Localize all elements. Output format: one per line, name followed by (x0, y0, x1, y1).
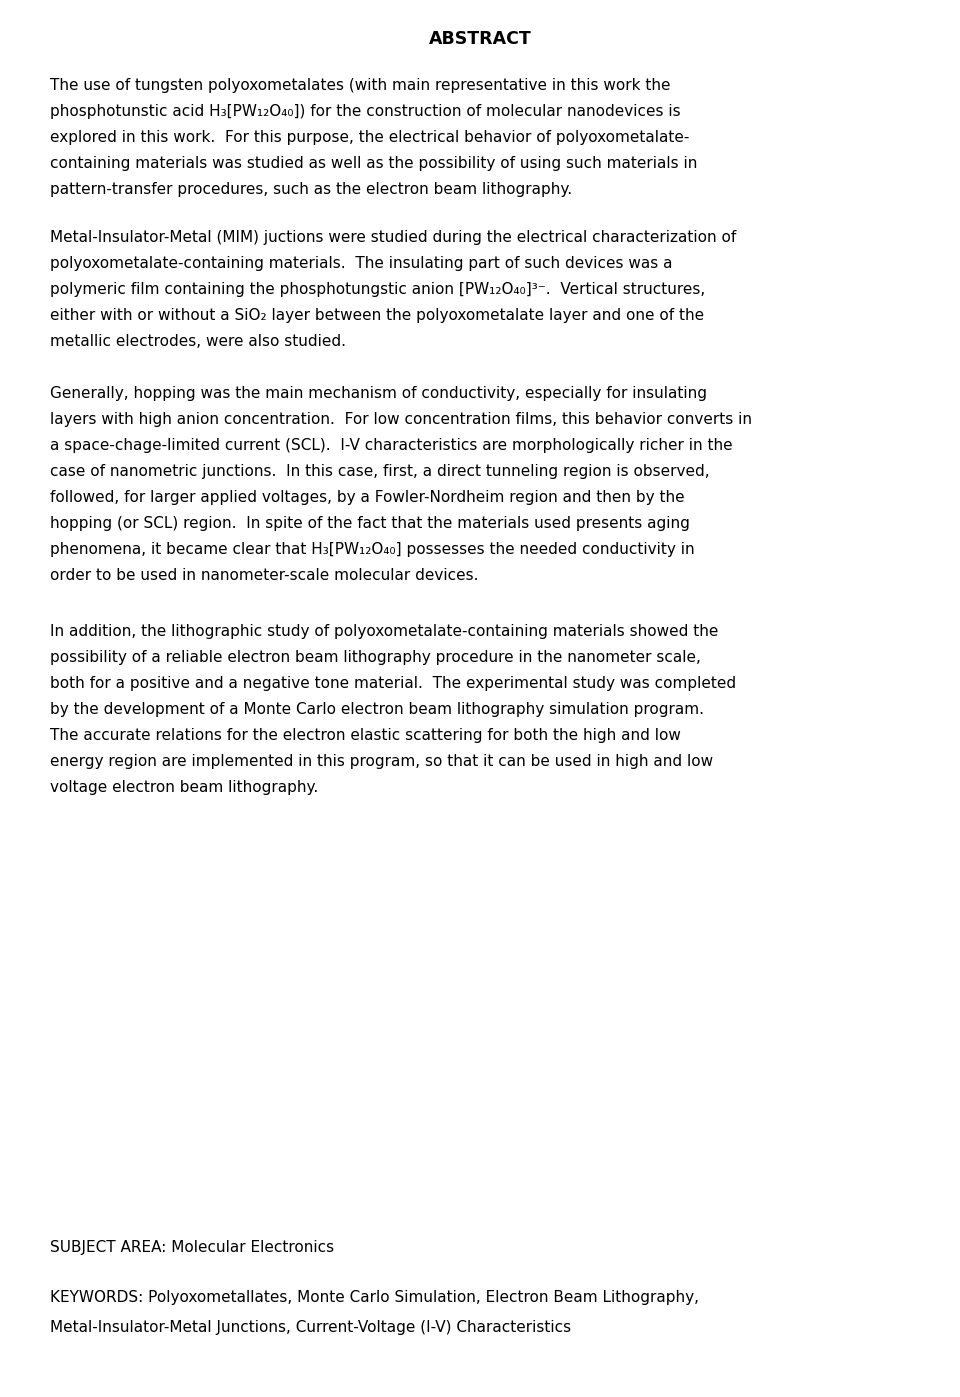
Text: polyoxometalate-containing materials.  The insulating part of such devices was a: polyoxometalate-containing materials. Th… (50, 256, 673, 271)
Text: KEYWORDS: Polyoxometallates, Monte Carlo Simulation, Electron Beam Lithography,: KEYWORDS: Polyoxometallates, Monte Carlo… (50, 1289, 699, 1305)
Text: metallic electrodes, were also studied.: metallic electrodes, were also studied. (50, 334, 346, 349)
Text: a space-chage-limited current (SCL).  I-V characteristics are morphologically ri: a space-chage-limited current (SCL). I-V… (50, 439, 732, 453)
Text: layers with high anion concentration.  For low concentration films, this behavio: layers with high anion concentration. Fo… (50, 412, 752, 427)
Text: possibility of a reliable electron beam lithography procedure in the nanometer s: possibility of a reliable electron beam … (50, 650, 701, 665)
Text: polymeric film containing the phosphotungstic anion [PW₁₂O₄₀]³⁻.  Vertical struc: polymeric film containing the phosphotun… (50, 282, 706, 298)
Text: followed, for larger applied voltages, by a Fowler-Nordheim region and then by t: followed, for larger applied voltages, b… (50, 490, 684, 504)
Text: both for a positive and a negative tone material.  The experimental study was co: both for a positive and a negative tone … (50, 676, 736, 692)
Text: order to be used in nanometer-scale molecular devices.: order to be used in nanometer-scale mole… (50, 569, 478, 583)
Text: ABSTRACT: ABSTRACT (428, 29, 532, 47)
Text: phosphotunstic acid H₃[PW₁₂O₄₀]) for the construction of molecular nanodevices i: phosphotunstic acid H₃[PW₁₂O₄₀]) for the… (50, 103, 681, 119)
Text: The use of tungsten polyoxometalates (with main representative in this work the: The use of tungsten polyoxometalates (wi… (50, 78, 670, 94)
Text: either with or without a SiO₂ layer between the polyoxometalate layer and one of: either with or without a SiO₂ layer betw… (50, 307, 704, 323)
Text: by the development of a Monte Carlo electron beam lithography simulation program: by the development of a Monte Carlo elec… (50, 703, 704, 717)
Text: The accurate relations for the electron elastic scattering for both the high and: The accurate relations for the electron … (50, 728, 681, 743)
Text: Metal-Insulator-Metal Junctions, Current-Voltage (I-V) Characteristics: Metal-Insulator-Metal Junctions, Current… (50, 1320, 571, 1336)
Text: Metal-Insulator-Metal (MIM) juctions were studied during the electrical characte: Metal-Insulator-Metal (MIM) juctions wer… (50, 231, 736, 244)
Text: containing materials was studied as well as the possibility of using such materi: containing materials was studied as well… (50, 156, 697, 170)
Text: Generally, hopping was the main mechanism of conductivity, especially for insula: Generally, hopping was the main mechanis… (50, 386, 707, 401)
Text: pattern-transfer procedures, such as the electron beam lithography.: pattern-transfer procedures, such as the… (50, 182, 572, 197)
Text: explored in this work.  For this purpose, the electrical behavior of polyoxometa: explored in this work. For this purpose,… (50, 130, 689, 145)
Text: SUBJECT AREA: Molecular Electronics: SUBJECT AREA: Molecular Electronics (50, 1241, 334, 1255)
Text: hopping (or SCL) region.  In spite of the fact that the materials used presents : hopping (or SCL) region. In spite of the… (50, 515, 690, 531)
Text: phenomena, it became clear that H₃[PW₁₂O₄₀] possesses the needed conductivity in: phenomena, it became clear that H₃[PW₁₂O… (50, 542, 695, 557)
Text: In addition, the lithographic study of polyoxometalate-containing materials show: In addition, the lithographic study of p… (50, 624, 718, 638)
Text: energy region are implemented in this program, so that it can be used in high an: energy region are implemented in this pr… (50, 754, 713, 768)
Text: case of nanometric junctions.  In this case, first, a direct tunneling region is: case of nanometric junctions. In this ca… (50, 464, 709, 479)
Text: voltage electron beam lithography.: voltage electron beam lithography. (50, 780, 319, 795)
